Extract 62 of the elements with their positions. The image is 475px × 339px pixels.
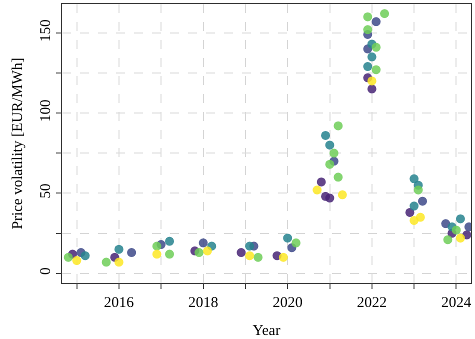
point — [372, 42, 381, 52]
y-tick-label: 0 — [38, 267, 54, 275]
point — [198, 238, 208, 248]
point — [165, 236, 174, 246]
x-tick-label: 2022 — [356, 295, 387, 311]
point — [363, 12, 372, 22]
point — [380, 9, 390, 18]
point — [278, 252, 288, 262]
point — [292, 238, 301, 248]
point — [456, 214, 465, 224]
point — [456, 234, 465, 243]
point — [127, 248, 136, 258]
point — [363, 62, 372, 72]
point — [325, 160, 334, 169]
point — [338, 190, 347, 200]
point — [236, 248, 246, 258]
point — [443, 235, 452, 244]
x-tick-label: 2024 — [441, 295, 472, 311]
y-tick-label: 100 — [38, 100, 54, 122]
point — [202, 246, 212, 256]
x-axis-title: Year — [252, 323, 280, 339]
point — [372, 65, 381, 74]
point — [72, 256, 82, 266]
y-tick-label: 150 — [38, 19, 54, 42]
point — [64, 252, 73, 262]
y-tick-label: 50 — [38, 183, 54, 198]
point — [114, 244, 124, 254]
point — [372, 17, 381, 26]
point — [254, 252, 263, 262]
x-tick-label: 2020 — [272, 295, 303, 311]
point — [245, 242, 254, 251]
point — [452, 226, 461, 235]
point — [194, 248, 204, 258]
point — [367, 52, 376, 62]
point — [245, 251, 254, 260]
point — [334, 172, 343, 182]
point — [367, 76, 376, 86]
point — [410, 174, 419, 184]
point — [363, 25, 372, 34]
point — [325, 140, 334, 150]
x-tick-label: 2016 — [104, 295, 134, 311]
point — [80, 251, 90, 260]
point — [321, 130, 330, 140]
point — [152, 250, 162, 259]
point — [325, 194, 334, 203]
point — [312, 186, 322, 194]
x-tick-label: 2018 — [188, 295, 218, 311]
point — [410, 216, 419, 225]
point — [334, 121, 343, 130]
point — [114, 258, 124, 267]
point — [329, 148, 338, 158]
y-axis-title: Price volatility [EUR/MWh] — [10, 58, 26, 230]
point — [414, 186, 423, 194]
point — [165, 250, 174, 259]
point — [283, 234, 292, 243]
point — [152, 242, 162, 251]
point — [405, 208, 414, 217]
point — [102, 258, 111, 267]
point — [367, 84, 376, 94]
point — [418, 196, 428, 206]
point — [410, 202, 419, 211]
point — [316, 177, 326, 186]
